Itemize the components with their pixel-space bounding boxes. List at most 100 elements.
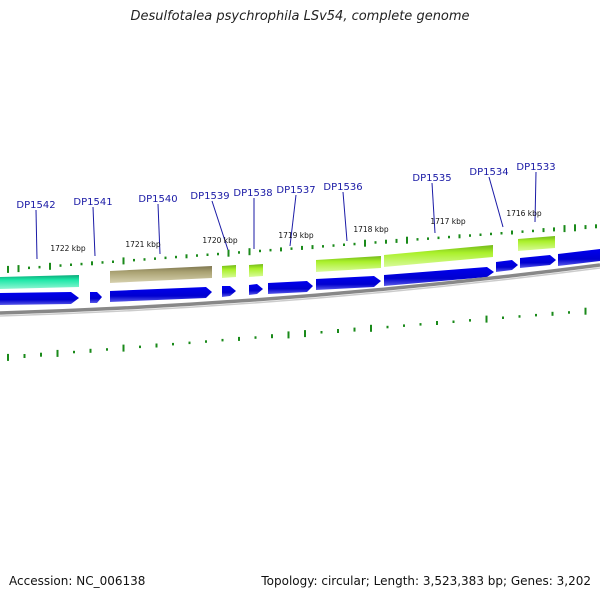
gc-tick [238,251,240,254]
gc-content-track-outer [7,224,597,273]
gene-label[interactable]: DP1542 [16,200,55,211]
feature-dp1535[interactable] [384,245,493,267]
gc-tick [511,230,513,235]
genome-title: Desulfotalea psychrophila LSv54, complet… [130,9,470,24]
gene-label[interactable]: DP1538 [233,188,272,199]
kbp-label: 1721 kbp [125,240,161,249]
gene-label[interactable]: DP1539 [190,191,229,202]
forward-strand-track [0,249,600,305]
gc-tick [452,320,455,323]
gc-tick [419,323,422,326]
gc-tick [469,319,471,322]
gc-tick [568,311,570,314]
genome-backbone-shadow [0,267,600,317]
cds-arrow[interactable] [249,284,263,295]
gc-tick [175,255,177,259]
gene-labels: DP1542 DP1541 DP1540 DP1539 DP1538 DP153… [16,162,555,211]
gene-label[interactable]: DP1535 [412,173,451,184]
kbp-label: 1722 kbp [50,244,86,253]
cds-arrow[interactable] [316,276,381,290]
gc-tick [385,239,387,244]
gc-tick [59,264,62,267]
gc-tick [259,249,261,253]
gc-tick [196,254,198,257]
gc-tick [188,341,191,345]
gc-tick [322,245,324,248]
gene-label[interactable]: DP1536 [323,182,362,193]
gc-tick [584,307,587,315]
gc-tick [436,321,438,325]
gc-tick [217,252,219,256]
gc-tick [301,245,303,250]
gc-tick [584,225,587,230]
gc-tick [374,241,377,244]
cds-arrow[interactable] [222,286,236,297]
gc-tick [337,329,339,333]
kbp-label: 1716 kbp [506,209,542,218]
gc-tick [155,343,158,348]
gc-tick [458,234,461,239]
gc-tick [395,238,398,243]
gc-tick [221,338,224,342]
feature-dp1540[interactable] [110,266,212,283]
gc-tick [133,258,135,262]
gene-label[interactable]: DP1537 [276,185,315,196]
gc-tick [403,324,405,327]
gc-tick [386,325,389,329]
gc-tick [437,236,440,240]
cds-arrow[interactable] [268,281,313,294]
cds-arrow[interactable] [110,287,212,302]
gc-tick [521,230,524,233]
genome-summary-label: Topology: circular; Length: 3,523,383 bp… [261,574,591,588]
accession-label: Accession: NC_006138 [9,574,146,588]
gc-tick [17,265,20,273]
gene-leader-lines [35,171,537,260]
gc-tick [271,334,273,339]
gc-tick [248,248,251,256]
reverse-strand-track [0,236,555,289]
genome-backbone [0,263,600,315]
cds-arrow[interactable] [0,292,79,305]
cds-arrow[interactable] [384,267,494,286]
gc-tick [139,345,141,349]
gc-tick [122,257,125,265]
kbp-label: 1720 kbp [202,236,238,245]
cds-arrow[interactable] [520,255,556,268]
gc-tick [343,243,345,246]
cds-arrow[interactable] [90,292,102,303]
gc-tick [370,324,372,332]
gc-tick [353,327,356,332]
gene-label[interactable]: DP1534 [469,167,508,178]
feature-dp1536[interactable] [316,256,381,272]
gene-label[interactable]: DP1541 [73,197,112,208]
kbp-label: 1719 kbp [278,231,314,240]
gc-tick [49,262,51,270]
gc-tick [40,352,42,357]
feature-dp1533[interactable] [518,236,555,251]
gc-tick [112,260,114,263]
gc-tick [38,265,41,269]
gc-tick [574,224,576,232]
feature-dp1539[interactable] [222,265,236,278]
gc-tick [290,247,293,250]
gc-tick [364,239,366,247]
feature-dp1538[interactable] [249,264,263,277]
gc-tick [311,245,314,250]
gc-tick [469,234,471,237]
gc-tick [563,225,566,233]
gc-tick [332,244,335,247]
gc-tick [542,228,545,233]
gc-tick [23,354,26,358]
gc-tick [353,242,356,246]
gene-label[interactable]: DP1540 [138,194,177,205]
kbp-label: 1717 kbp [430,217,466,226]
cds-arrow[interactable] [496,260,518,272]
gc-content-track-inner [7,307,587,361]
cds-arrow[interactable] [558,249,600,266]
feature-dp1542[interactable] [0,275,79,289]
gc-tick [553,227,555,232]
gc-tick [551,311,554,316]
gene-label[interactable]: DP1533 [516,162,555,173]
gc-tick [502,316,504,319]
